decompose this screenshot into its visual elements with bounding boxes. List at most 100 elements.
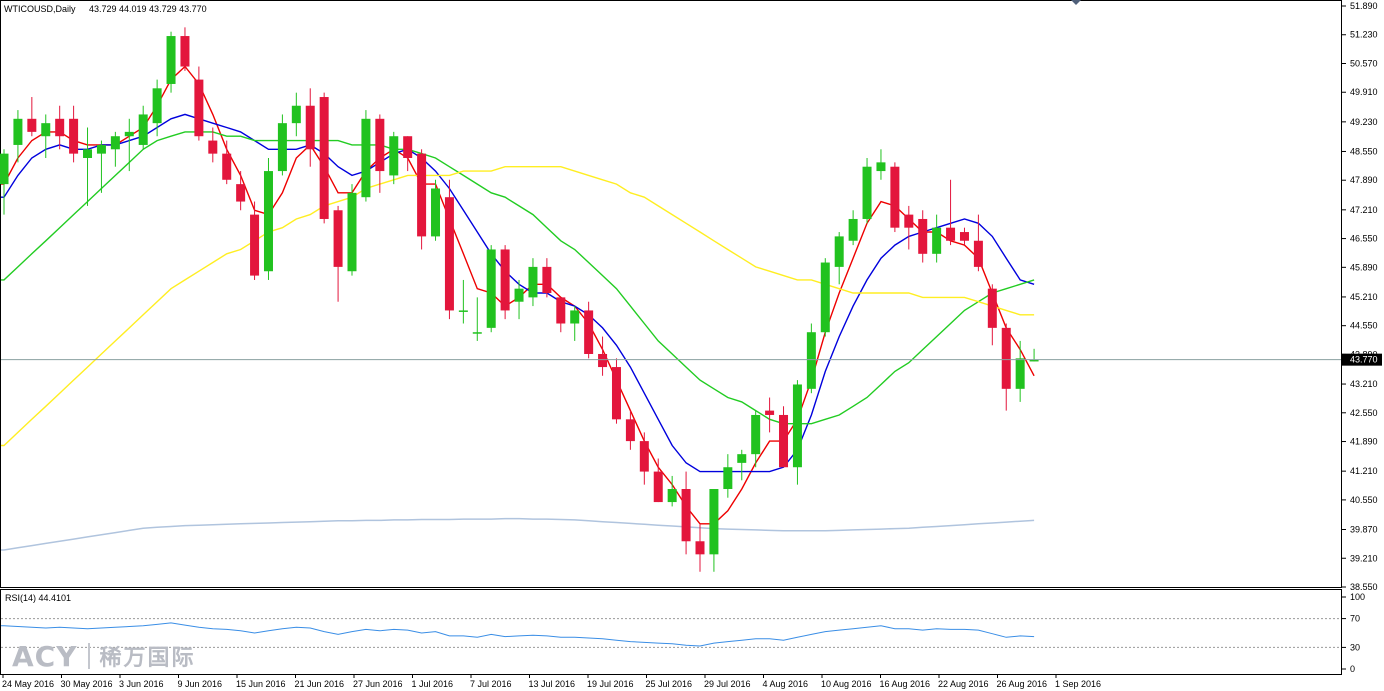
- moving-average-lines: [1, 65, 1035, 551]
- candle-body-bull: [431, 188, 441, 237]
- date-tick-label: 22 Aug 2016: [938, 679, 989, 689]
- candle-body-bull: [291, 105, 301, 124]
- candle: [291, 92, 301, 137]
- candle-body-bear: [180, 36, 190, 67]
- candle: [263, 158, 273, 280]
- candle: [486, 245, 496, 333]
- price-tick-label: 46.550: [1350, 234, 1378, 244]
- ma-line-green: [1, 131, 1035, 425]
- watermark-chinese-name: 稀万国际: [99, 646, 196, 671]
- candle-body-bull: [486, 249, 496, 328]
- candle: [194, 66, 204, 141]
- date-tick-label: 21 Jun 2016: [295, 679, 345, 689]
- candle-body-bear: [500, 249, 510, 311]
- candle: [250, 201, 260, 280]
- candle-body-bull: [83, 149, 93, 159]
- date-tick-label: 9 Jun 2016: [178, 679, 223, 689]
- candle: [584, 301, 594, 359]
- candle-body-bear: [319, 97, 329, 219]
- rsi-series: [1, 618, 1341, 648]
- candle-body-bear: [333, 210, 343, 267]
- candle-body-bear: [653, 471, 663, 503]
- price-tick-label: 47.890: [1350, 175, 1378, 185]
- candle-body-bull: [667, 489, 677, 503]
- candle: [792, 380, 802, 485]
- date-tick-label: 24 May 2016: [2, 679, 54, 689]
- candle-body-bear: [55, 118, 65, 137]
- candle: [946, 179, 956, 246]
- candle: [820, 258, 830, 337]
- candle-body-bull: [876, 162, 886, 172]
- candle: [180, 27, 190, 71]
- candle: [639, 432, 649, 485]
- chart-shift-marker-icon[interactable]: [1071, 0, 1081, 5]
- date-axis: 24 May 2016 30 May 2016 3 Jun 2016 9 Jun 20…: [2, 675, 1101, 689]
- rsi-label: RSI(14) 44.4101: [5, 593, 71, 603]
- candle-body-bear: [598, 353, 608, 368]
- candle: [124, 118, 134, 172]
- candle-body-bull: [124, 131, 134, 137]
- candle-body-bear: [611, 367, 621, 420]
- rsi-axis: 100 70 30 0: [1342, 592, 1365, 674]
- candle-body-bull: [709, 489, 719, 555]
- candle-body-bull: [166, 36, 176, 84]
- rsi-tick-label: 30: [1350, 642, 1360, 652]
- date-tick-label: 15 Jun 2016: [236, 679, 286, 689]
- candle-body-bear: [890, 166, 900, 228]
- candle-body-bear: [305, 105, 315, 150]
- date-tick-label: 7 Jul 2016: [470, 679, 512, 689]
- candle-body-bull: [41, 123, 51, 137]
- candle: [779, 406, 789, 468]
- candle: [375, 114, 385, 193]
- candle-body-bull: [820, 262, 830, 333]
- candle-body-bear: [904, 214, 914, 228]
- price-tick-label: 49.230: [1350, 117, 1378, 127]
- date-tick-label: 26 Aug 2016: [997, 679, 1048, 689]
- price-tick-label: 41.890: [1350, 437, 1378, 447]
- candle: [1015, 340, 1025, 402]
- candle: [765, 397, 775, 433]
- candle-body-bear: [918, 218, 928, 254]
- rsi-tick-label: 100: [1350, 592, 1365, 602]
- candle: [528, 258, 538, 307]
- candle-body-bull: [458, 310, 468, 312]
- candle: [987, 284, 997, 346]
- candle: [333, 205, 343, 302]
- candle: [570, 306, 580, 341]
- candle: [876, 149, 886, 180]
- candle-body-bear: [987, 288, 997, 328]
- date-tick-label: 10 Aug 2016: [821, 679, 872, 689]
- candle-body-bull: [792, 384, 802, 468]
- candle-body-bear: [27, 118, 37, 132]
- candle-body-bear: [556, 297, 566, 324]
- price-tick-label: 45.210: [1350, 292, 1378, 302]
- candle-body-bear: [681, 489, 691, 542]
- candle-body-bear: [250, 214, 260, 276]
- candle: [152, 79, 162, 137]
- candle-body-bull: [361, 118, 371, 198]
- candle: [904, 205, 914, 250]
- candle: [556, 297, 566, 333]
- candle: [277, 114, 287, 176]
- candle: [514, 279, 524, 320]
- candle-body-bear: [222, 153, 232, 180]
- candle: [347, 184, 357, 276]
- price-tick-label: 51.890: [1350, 1, 1378, 11]
- candle: [361, 110, 371, 202]
- ohlc-label: 43.729 44.019 43.729 43.770: [89, 4, 207, 14]
- candle: [918, 210, 928, 263]
- date-tick-label: 30 May 2016: [61, 679, 113, 689]
- candle-body-bull: [1015, 358, 1025, 389]
- candle: [222, 140, 232, 185]
- candle: [737, 449, 747, 481]
- candle: [806, 323, 816, 394]
- price-tick-label: 39.210: [1350, 553, 1378, 563]
- rsi-tick-label: 0: [1350, 664, 1355, 674]
- watermark-logo: ACY: [12, 639, 78, 673]
- candle-body-bull: [263, 171, 273, 272]
- candle-body-bear: [417, 153, 427, 237]
- current-price-label: 43.770: [1350, 355, 1378, 365]
- candle: [932, 214, 942, 263]
- candle: [458, 279, 468, 324]
